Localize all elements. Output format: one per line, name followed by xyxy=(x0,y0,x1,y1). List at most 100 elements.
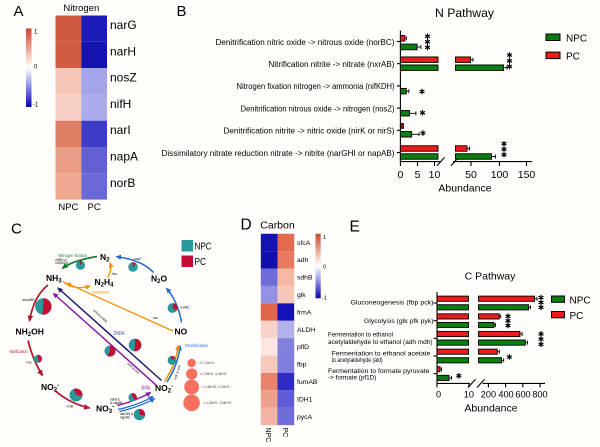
svg-text:Denitrification nitrite -> nit: Denitrification nitrite -> nitric oxide … xyxy=(224,127,395,136)
svg-text:hao: hao xyxy=(27,361,33,365)
svg-text:> 0, <7.40e+01: > 0, <7.40e+01 xyxy=(198,361,214,365)
svg-text:>= 2.23e+02, <3.96e+02: >= 2.23e+02, <3.96e+02 xyxy=(203,401,231,405)
svg-text:600: 600 xyxy=(515,390,530,400)
svg-text:Nitrogen fixation: Nitrogen fixation xyxy=(59,253,88,259)
svg-text:ALDH: ALDH xyxy=(297,327,315,334)
svg-text:10: 10 xyxy=(464,390,474,400)
svg-text:PC: PC xyxy=(87,202,100,213)
svg-text:IDH1: IDH1 xyxy=(297,396,313,403)
svg-text:NO2-: NO2- xyxy=(155,383,173,395)
svg-text:NPC: NPC xyxy=(58,202,78,213)
svg-text:50: 50 xyxy=(465,169,477,181)
svg-text:E: E xyxy=(350,219,360,236)
svg-text:adh: adh xyxy=(297,257,309,264)
svg-text:narG: narG xyxy=(110,18,137,32)
svg-text:Abundance: Abundance xyxy=(438,183,491,195)
svg-text:sfcA: sfcA xyxy=(297,240,311,247)
svg-text:NH2OH: NH2OH xyxy=(16,327,44,339)
svg-text:frmA: frmA xyxy=(297,309,312,316)
svg-text:NO: NO xyxy=(175,327,188,337)
svg-text:acetylaldehyde to ethanol (adh: acetylaldehyde to ethanol (adh mdh) xyxy=(328,339,433,346)
svg-text:Gluconeogenesis (fbp pck): Gluconeogenesis (fbp pck) xyxy=(351,300,434,307)
svg-text:>= 1.48e+02, <2.23e+02: >= 1.48e+02, <2.23e+02 xyxy=(202,385,230,389)
svg-text:fbp: fbp xyxy=(297,362,307,369)
svg-text:Glycolysis (glk pfk pyk): Glycolysis (glk pfk pyk) xyxy=(364,318,434,325)
svg-text:-1: -1 xyxy=(322,296,327,302)
svg-text:Denitrification nitric oxide -: Denitrification nitric oxide -> nitrous … xyxy=(216,38,395,47)
svg-text:nosZ: nosZ xyxy=(134,257,141,261)
svg-text:& nasAB: & nasAB xyxy=(110,401,122,405)
svg-text:NPC: NPC xyxy=(264,428,271,443)
svg-text:100: 100 xyxy=(491,169,509,181)
svg-text:10: 10 xyxy=(429,169,441,181)
svg-text:narI: narI xyxy=(110,123,131,137)
svg-text:NO2-: NO2- xyxy=(41,382,59,394)
svg-text:A: A xyxy=(14,3,24,20)
svg-text:pflD: pflD xyxy=(297,344,309,351)
svg-text:800: 800 xyxy=(532,390,547,400)
svg-text:Abundance: Abundance xyxy=(464,403,517,415)
svg-text:hzs: hzs xyxy=(153,316,158,320)
svg-text:napAB: napAB xyxy=(120,416,130,420)
svg-text:PC: PC xyxy=(281,428,288,438)
svg-text:narH: narH xyxy=(110,44,136,58)
svg-text:0: 0 xyxy=(397,169,403,181)
svg-text:Denitrification: Denitrification xyxy=(185,343,208,349)
svg-text:N2: N2 xyxy=(100,252,110,264)
svg-text:nifDH &: nifDH & xyxy=(56,258,68,262)
svg-text:PC: PC xyxy=(570,311,584,322)
svg-text:pycA: pycA xyxy=(297,414,313,421)
svg-text:Carbon: Carbon xyxy=(260,220,295,232)
svg-text:hzo: hzo xyxy=(112,272,117,276)
svg-text:glk: glk xyxy=(297,292,306,299)
svg-text:Nitrogen fixation nitrogen ->: Nitrogen fixation nitrogen -> ammonia (n… xyxy=(237,82,395,91)
svg-text:C: C xyxy=(11,221,22,238)
svg-text:amoABC: amoABC xyxy=(23,298,36,302)
svg-text:-1: -1 xyxy=(33,103,39,109)
svg-text:>= 7.40e+01, <1.48e+02: >= 7.40e+01, <1.48e+02 xyxy=(200,372,227,376)
svg-text:ANRA: ANRA xyxy=(142,385,151,391)
svg-text:NO3-: NO3- xyxy=(96,404,114,416)
svg-text:1: 1 xyxy=(323,235,326,241)
svg-text:Fermentation to ethanol acetat: Fermentation to ethanol acetate xyxy=(332,350,431,357)
svg-text:Nitrification: Nitrification xyxy=(10,349,28,355)
svg-text:PC: PC xyxy=(566,52,580,63)
svg-text:400: 400 xyxy=(498,390,513,400)
svg-text:0: 0 xyxy=(436,390,441,400)
svg-text:nxrB: nxrB xyxy=(67,405,74,409)
svg-text:D: D xyxy=(241,217,252,234)
svg-text:N2O: N2O xyxy=(151,274,167,286)
svg-text:1: 1 xyxy=(34,30,38,36)
svg-text:Anammox: Anammox xyxy=(92,290,109,296)
svg-text:norBC: norBC xyxy=(181,306,191,310)
svg-text:NPC: NPC xyxy=(195,241,212,253)
svg-text:Fermentation to ethanol: Fermentation to ethanol xyxy=(328,331,393,338)
svg-text:to acetylaldehyde (ald): to acetylaldehyde (ald) xyxy=(332,357,383,364)
svg-text:NPC: NPC xyxy=(570,296,591,307)
svg-text:DNRA: DNRA xyxy=(114,331,126,337)
svg-text:nirK & nirS: nirK & nirS xyxy=(173,365,182,381)
svg-text:nosZ: nosZ xyxy=(110,71,137,85)
svg-text:fumAB: fumAB xyxy=(297,379,318,386)
svg-text:Denitrification nitrous oxide: Denitrification nitrous oxide -> nitroge… xyxy=(241,104,395,113)
svg-text:Fermentation to formate pyruva: Fermentation to formate pyruvate xyxy=(328,368,430,375)
svg-text:N Pathway: N Pathway xyxy=(435,6,495,20)
svg-text:0: 0 xyxy=(323,265,326,271)
svg-text:0: 0 xyxy=(34,65,38,71)
svg-text:-> formate (pf1D): -> formate (pf1D) xyxy=(328,375,376,382)
svg-text:NH3: NH3 xyxy=(46,273,62,285)
svg-text:NPC: NPC xyxy=(566,34,587,45)
svg-text:Nitrogen: Nitrogen xyxy=(63,3,99,14)
svg-text:narGHI &: narGHI & xyxy=(120,412,134,416)
svg-text:Nitrification nitrite -> nitra: Nitrification nitrite -> nitrate (nxrAB) xyxy=(269,60,395,69)
svg-text:nifH: nifH xyxy=(110,97,131,111)
svg-text:C Pathway: C Pathway xyxy=(465,271,517,283)
svg-text:200: 200 xyxy=(481,390,496,400)
svg-text:B: B xyxy=(177,3,187,20)
svg-text:nifKDGH: nifKDGH xyxy=(56,261,69,265)
svg-text:5: 5 xyxy=(415,169,421,181)
svg-text:napA: napA xyxy=(110,150,138,164)
svg-text:Dissimilatory nitrate reductio: Dissimilatory nitrate reduction nitrate … xyxy=(162,149,395,158)
svg-text:sdhB: sdhB xyxy=(297,275,313,282)
svg-text:150: 150 xyxy=(518,169,536,181)
